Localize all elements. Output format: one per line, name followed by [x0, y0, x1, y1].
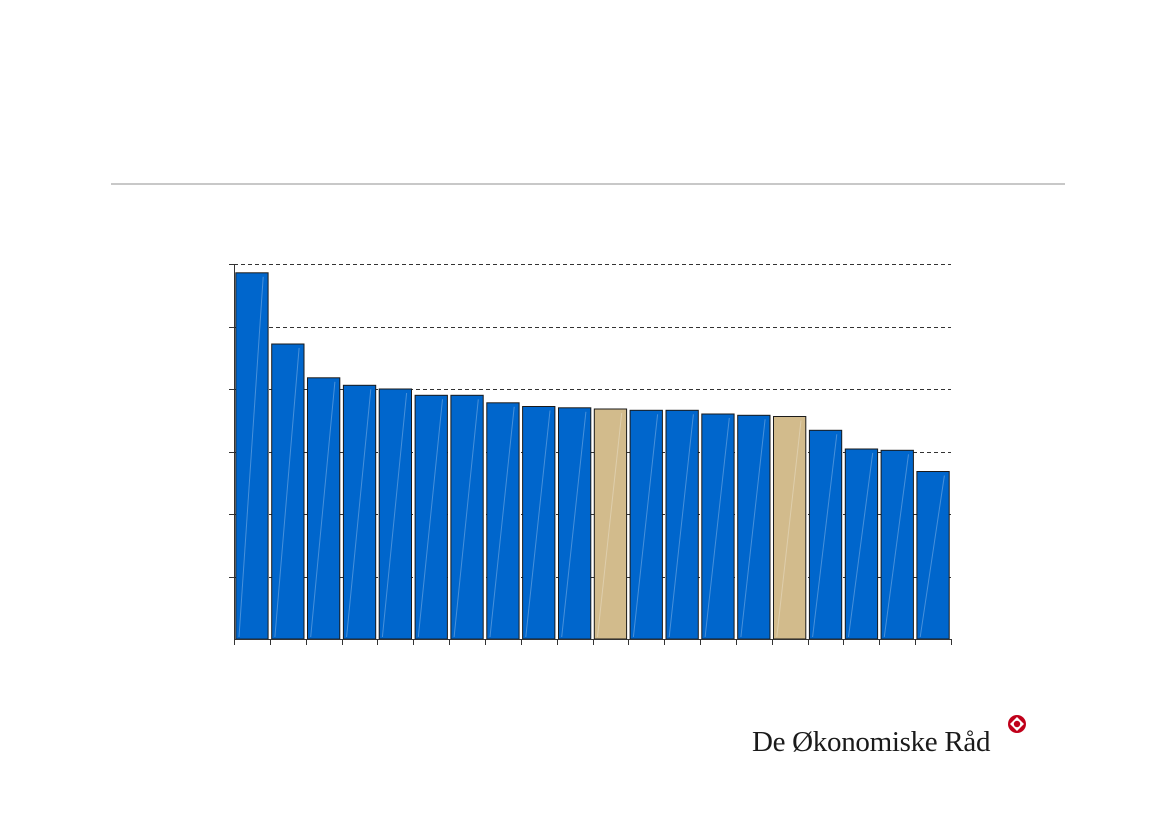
bar-sheen: [381, 392, 408, 638]
bar: [450, 394, 484, 640]
bar: [701, 413, 735, 640]
council-emblem-icon: [1008, 715, 1026, 733]
bar: [808, 429, 843, 640]
bar: [235, 272, 269, 640]
bar: [414, 394, 448, 640]
bar-sheen: [883, 454, 909, 638]
bar-sheen: [238, 276, 264, 638]
gridlines: [234, 264, 951, 578]
bar-sheen: [525, 410, 551, 638]
bar-sheen: [561, 411, 587, 638]
bar-sheen: [417, 399, 443, 638]
bar-sheen: [919, 475, 945, 638]
axes: [229, 264, 952, 645]
bar: [378, 388, 413, 640]
bar-sheen: [632, 414, 659, 638]
bar: [522, 406, 556, 640]
bar: [737, 414, 771, 640]
logo-text: De Økonomiske Råd: [752, 726, 991, 758]
bar-sheen: [812, 434, 838, 638]
bar-sheen: [740, 419, 766, 638]
bar-sheen: [668, 414, 694, 638]
bar: [558, 407, 592, 640]
bar-sheen: [453, 399, 479, 638]
bar-highlighted: [773, 416, 807, 640]
bar: [486, 402, 520, 640]
bar-sheen: [274, 347, 300, 638]
bar: [916, 471, 950, 640]
bar-sheen: [704, 417, 730, 638]
bar-sheen: [776, 420, 802, 638]
bar-sheen: [597, 412, 623, 638]
bar-sheen: [346, 389, 372, 638]
logo: De Økonomiske Råd: [752, 714, 1042, 764]
bar: [342, 384, 377, 640]
bar-sheen: [489, 406, 515, 638]
bar: [271, 343, 305, 640]
bar: [307, 377, 341, 640]
bar: [880, 449, 914, 640]
bars: [235, 272, 950, 640]
header-divider: [111, 183, 1065, 185]
bar-sheen: [848, 452, 874, 638]
bar-highlighted: [593, 408, 628, 640]
bar-sheen: [310, 381, 336, 638]
bar: [844, 448, 879, 640]
bar: [629, 409, 663, 640]
bar: [665, 409, 699, 640]
